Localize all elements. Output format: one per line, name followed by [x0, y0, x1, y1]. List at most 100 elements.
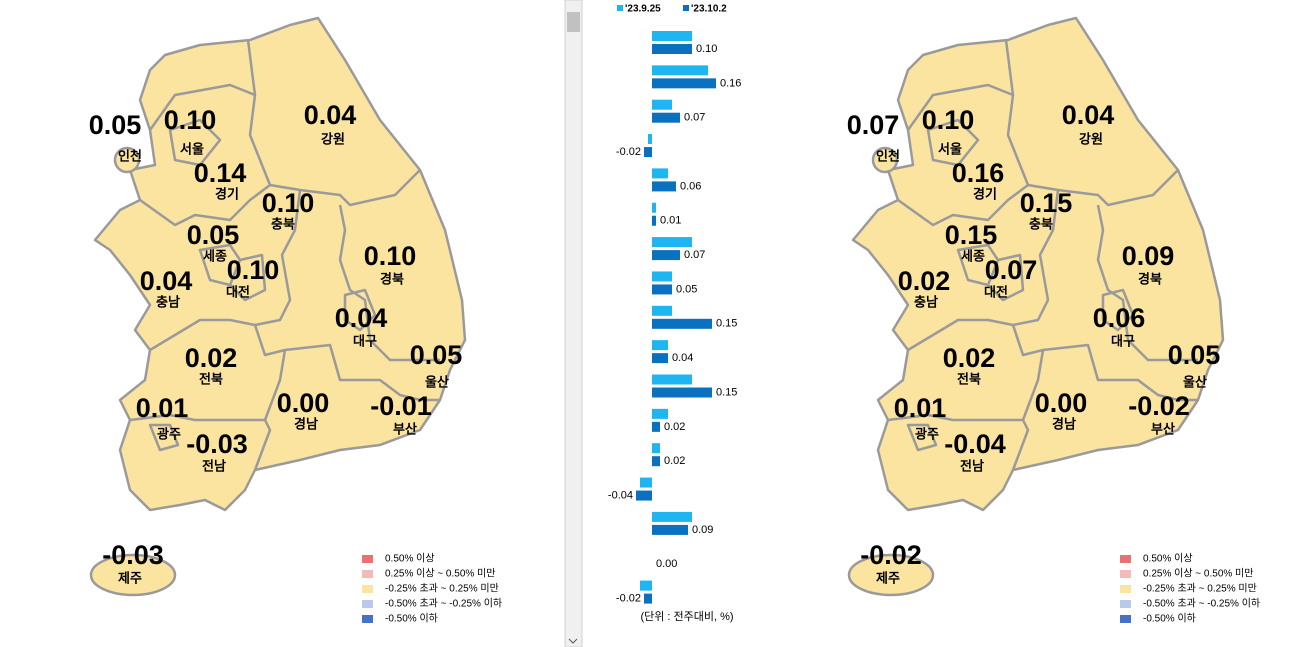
region-name: 제주: [876, 570, 900, 585]
bar: [652, 202, 656, 213]
region-name: 광주: [915, 426, 939, 441]
region-value: 0.02: [898, 266, 951, 296]
bar: [652, 511, 692, 522]
data-label: 0.15: [716, 318, 737, 330]
bar: [652, 340, 668, 351]
region-name: 충남: [156, 294, 180, 309]
region-value: 0.01: [136, 393, 189, 423]
region-name: 대전: [226, 284, 250, 299]
data-label: 0.09: [692, 524, 713, 536]
region-value: 0.00: [1035, 388, 1088, 418]
region-value: 0.10: [227, 255, 280, 285]
legend-label: -0.50% 초과 ~ -0.25% 이하: [385, 597, 502, 610]
data-label: -0.02: [616, 593, 641, 605]
legend-label: -0.25% 초과 ~ 0.25% 미만: [385, 583, 499, 595]
bar: [652, 65, 708, 76]
bar: [652, 374, 692, 385]
bar: [636, 490, 652, 501]
data-label: 0.00: [656, 558, 677, 570]
region-value: 0.09: [1122, 241, 1175, 271]
region-value: 0.07: [985, 255, 1038, 285]
region-value: 0.07: [847, 110, 900, 140]
bar: [652, 271, 672, 282]
region-name: 대구: [1111, 333, 1135, 348]
legend-label: '23.10.2: [691, 4, 727, 15]
legend-swatch: [362, 555, 373, 563]
scroll-arrow[interactable]: [568, 638, 578, 644]
region-name: 대전: [984, 284, 1008, 299]
left-map: 0.10서울0.14경기0.05인천-0.01부산0.04대구0.01광주0.1…: [89, 16, 502, 625]
bar: [652, 78, 716, 89]
bar: [652, 456, 660, 467]
legend-label: 0.50% 이상: [385, 553, 435, 565]
bar: [652, 318, 712, 329]
legend-label: -0.50% 이하: [1143, 612, 1196, 625]
data-label: 0.04: [672, 352, 693, 364]
data-label: 0.07: [684, 249, 705, 261]
region-name: 부산: [1151, 421, 1175, 436]
data-label: 0.07: [684, 112, 705, 124]
legend-label: -0.50% 초과 ~ -0.25% 이하: [1143, 597, 1260, 610]
region-value: 0.02: [943, 343, 996, 373]
bar: [648, 134, 652, 145]
legend-swatch: [617, 5, 623, 11]
bar: [652, 44, 692, 54]
data-label: -0.04: [608, 489, 633, 501]
region-name: 서울: [938, 141, 962, 156]
region-name: 충북: [1029, 216, 1053, 231]
bar: [652, 284, 672, 295]
bar: [652, 524, 688, 535]
region-name: 인천: [876, 148, 900, 163]
bar: [652, 181, 676, 192]
legend-swatch: [1120, 615, 1131, 623]
legend-swatch: [683, 5, 689, 11]
unit-note: (단위 : 전주대비, %): [640, 610, 733, 623]
bar: [652, 99, 672, 110]
region-name: 전북: [199, 371, 223, 386]
region-value: 0.10: [922, 105, 975, 135]
right-map: 0.10서울0.16경기0.07인천-0.02부산0.06대구0.01광주0.0…: [847, 16, 1260, 625]
region-name: 경남: [1052, 416, 1076, 431]
scrollbar-thumb[interactable]: [567, 12, 580, 32]
region-value: -0.01: [370, 391, 432, 421]
bar: [652, 215, 656, 226]
bar: [652, 387, 712, 398]
data-label: 0.10: [696, 43, 717, 55]
bar: [652, 31, 692, 41]
bar: [640, 580, 652, 591]
region-name: 충남: [914, 294, 938, 309]
bar: [652, 443, 660, 454]
data-label: 0.01: [660, 215, 681, 227]
legend-label: '23.9.25: [625, 4, 661, 15]
region-value: 0.02: [185, 343, 238, 373]
region-name: 제주: [118, 570, 142, 585]
region-value: 0.05: [410, 340, 463, 370]
region-value: 0.10: [262, 188, 315, 218]
region-value: 0.16: [952, 158, 1005, 188]
region-name: 서울: [180, 141, 204, 156]
legend-label: -0.50% 이하: [385, 612, 438, 625]
legend-swatch: [1120, 585, 1131, 593]
region-value: 0.10: [164, 105, 217, 135]
region-name: 강원: [1079, 131, 1103, 146]
bar: [652, 353, 668, 364]
data-label: 0.02: [664, 455, 685, 467]
data-label: -0.02: [616, 146, 641, 158]
region-name: 경북: [1138, 271, 1162, 286]
region-name: 경남: [294, 416, 318, 431]
bar: [640, 477, 652, 488]
bar: [652, 421, 660, 432]
region-name: 대구: [353, 333, 377, 348]
scrollbar[interactable]: [564, 0, 583, 647]
region-value: 0.10: [364, 241, 417, 271]
data-label: 0.15: [716, 386, 737, 398]
bar: [652, 168, 668, 179]
legend-swatch: [362, 585, 373, 593]
data-label: 0.02: [664, 421, 685, 433]
region-value: 0.15: [1020, 188, 1073, 218]
bar: [652, 305, 672, 316]
region-value: 0.04: [1062, 100, 1115, 130]
legend-swatch: [1120, 570, 1131, 578]
legend-label: 0.50% 이상: [1143, 553, 1193, 565]
